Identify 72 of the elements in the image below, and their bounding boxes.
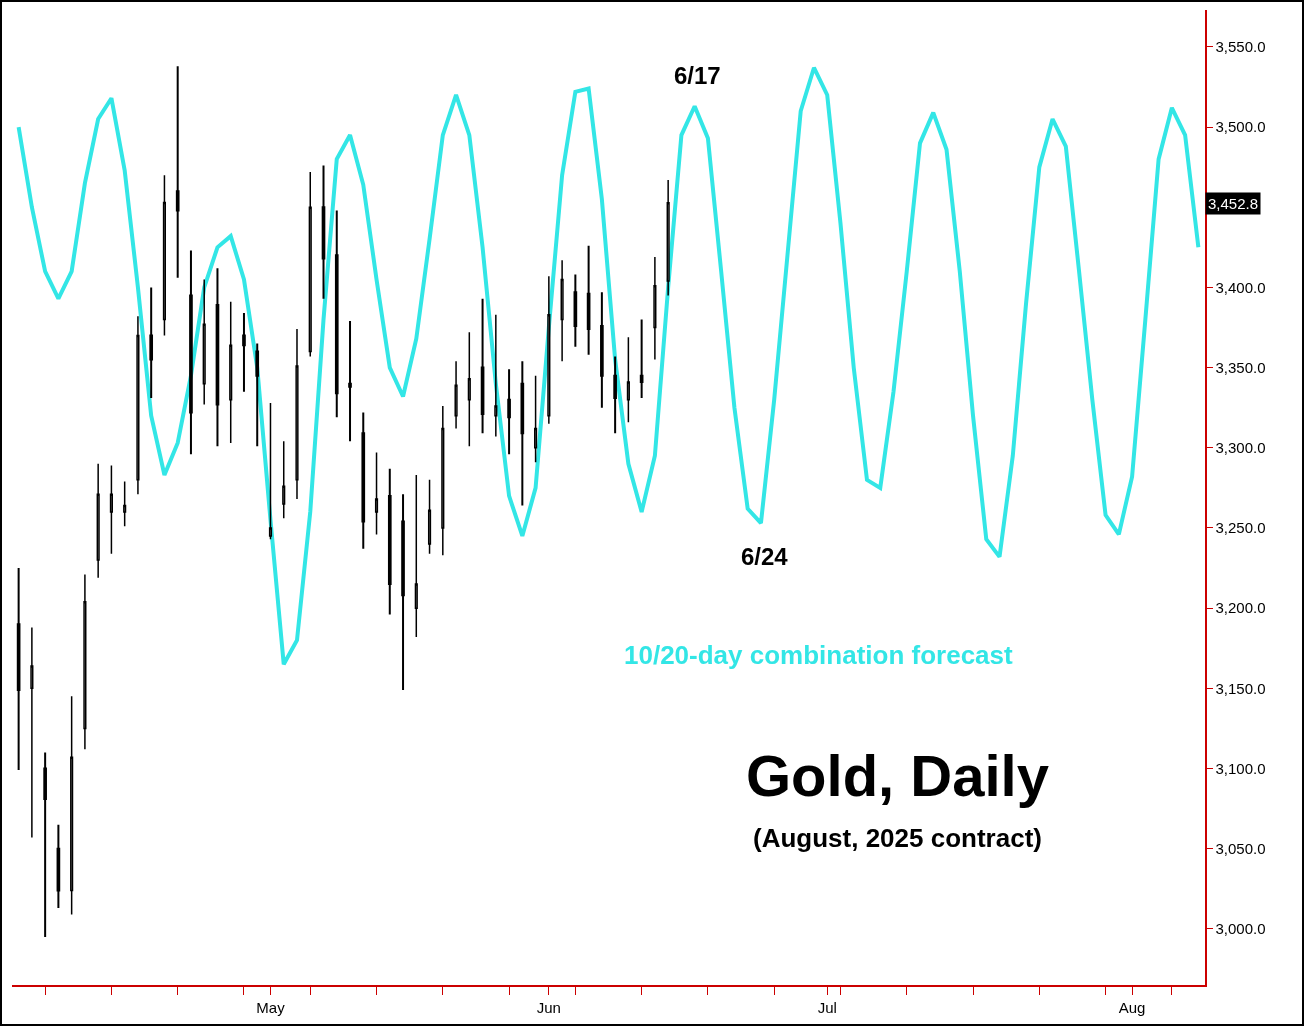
- candlestick: [136, 315, 140, 496]
- candlestick: [666, 179, 670, 297]
- x-tick-label: Jun: [536, 998, 561, 1016]
- candlestick: [441, 405, 445, 556]
- candlestick: [43, 751, 47, 938]
- candlestick: [295, 328, 299, 500]
- candlestick: [653, 256, 657, 361]
- text: Gold, Daily: [746, 743, 1049, 808]
- candlestick: [149, 286, 154, 400]
- candlestick: [454, 360, 458, 430]
- candlestick: [414, 474, 418, 638]
- candlestick: [229, 301, 233, 444]
- annotation: 6/17: [674, 62, 721, 89]
- candlestick: [467, 331, 471, 447]
- y-tick-label: 3,350.0: [1215, 358, 1266, 376]
- candlestick: [480, 297, 485, 435]
- y-tick-label: 3,400.0: [1215, 278, 1266, 296]
- candlestick: [573, 273, 578, 348]
- annotation: 6/24: [741, 543, 789, 570]
- candlestick: [613, 355, 617, 435]
- candlestick: [30, 626, 34, 839]
- candlestick: [109, 464, 113, 555]
- text: (August, 2025 contract): [753, 823, 1042, 853]
- candlestick: [175, 65, 180, 279]
- candlestick: [401, 493, 405, 691]
- candlestick: [520, 360, 525, 507]
- candlestick: [242, 312, 246, 393]
- x-tick-label: Aug: [1118, 998, 1146, 1016]
- candlestick: [547, 275, 551, 425]
- candlestick: [255, 342, 260, 448]
- candlestick: [534, 374, 538, 463]
- candlestick: [189, 249, 193, 456]
- line-series: [16, 65, 1201, 667]
- candlestick: [348, 320, 352, 443]
- candlestick: [427, 479, 432, 555]
- x-tick-label: Jul: [817, 998, 837, 1016]
- candlestick: [268, 402, 273, 540]
- candlestick: [162, 174, 167, 337]
- y-tick-label: 3,550.0: [1215, 38, 1266, 56]
- y-tick-label: 3,000.0: [1215, 920, 1266, 938]
- candlestick: [70, 695, 74, 916]
- y-tick-label: 3,100.0: [1215, 759, 1266, 777]
- candlestick: [83, 573, 87, 751]
- candlestick: [507, 368, 511, 456]
- y-tick-label: 3,250.0: [1215, 519, 1266, 537]
- candlestick: [96, 463, 100, 579]
- y-tick-label: 3,200.0: [1215, 599, 1266, 617]
- candlestick: [586, 244, 591, 356]
- candlestick: [334, 209, 339, 419]
- candlestick: [361, 411, 366, 550]
- candlestick: [600, 291, 604, 409]
- text: 10/20-day combination forecast: [624, 640, 1014, 670]
- candlestick: [374, 451, 379, 536]
- candlestick: [560, 259, 564, 362]
- candlestick: [626, 336, 630, 423]
- y-tick-label: 3,500.0: [1215, 118, 1266, 136]
- candlestick: [123, 480, 127, 528]
- candlestick: [56, 823, 61, 910]
- candlestick: [215, 267, 220, 448]
- candlestick: [639, 318, 644, 400]
- candlestick: [202, 278, 206, 406]
- text: 3,452.8: [1208, 195, 1259, 212]
- y-tick-label: 3,150.0: [1215, 679, 1266, 697]
- candlestick: [387, 467, 392, 616]
- x-tick-label: May: [256, 998, 286, 1016]
- candlestick: [494, 313, 498, 438]
- y-tick-label: 3,050.0: [1215, 839, 1266, 857]
- candlestick: [16, 567, 21, 772]
- candlestick: [282, 440, 286, 520]
- candlestick: [308, 171, 312, 358]
- y-tick-label: 3,300.0: [1215, 439, 1266, 457]
- candlestick: [321, 164, 326, 300]
